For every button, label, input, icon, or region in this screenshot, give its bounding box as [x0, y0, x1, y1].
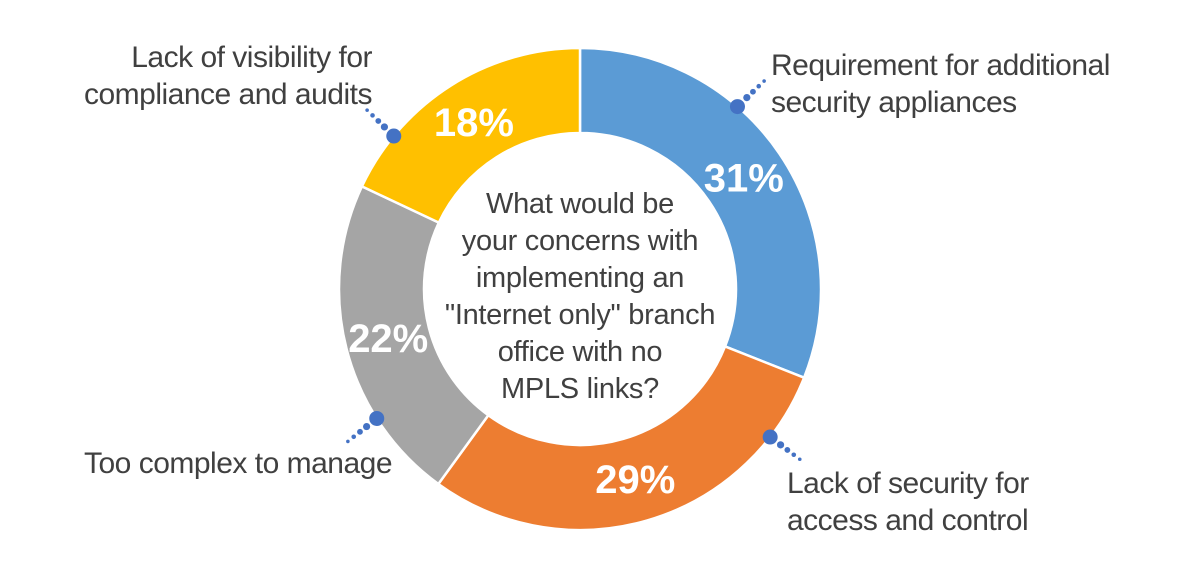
callout-line-dot	[791, 452, 797, 458]
chart-title-line: "Internet only" branch	[444, 299, 716, 331]
callout-line-dot	[797, 457, 802, 462]
callout-dot-0	[729, 99, 745, 115]
callout-line-dot	[756, 83, 762, 89]
callout-dot-2	[369, 410, 385, 426]
callout-line-dot	[370, 113, 375, 118]
pct-label-3: 18%	[434, 101, 514, 145]
chart-title: What would be your concerns with impleme…	[444, 186, 716, 408]
pie-segment-3	[360, 46, 582, 224]
pct-label-1: 29%	[595, 458, 675, 502]
chart-title-line: your concerns with	[461, 225, 699, 257]
callout-line-dot	[380, 123, 389, 131]
pie-segment-0	[578, 46, 823, 379]
pct-label-2: 22%	[348, 317, 428, 361]
callout-line-dot	[784, 447, 791, 453]
callout-line-dot	[351, 434, 357, 440]
segment-label-line: compliance and audits	[83, 78, 373, 111]
pct-label-0: 31%	[704, 157, 784, 201]
segment-label-too-complex-to-manage: Too complex to manage	[83, 445, 393, 482]
chart-title-line: What would be	[486, 188, 674, 220]
callout-line-dot	[375, 118, 382, 124]
callout-line-dot	[776, 441, 785, 449]
pie-segment-1	[437, 345, 806, 532]
callout-line-dot	[762, 79, 766, 83]
chart-title-line: MPLS links?	[501, 373, 659, 405]
segment-label-line: Lack of visibility for	[131, 41, 372, 74]
segment-label-lack-of-security-access-control: Lack of security for access and control	[787, 465, 1029, 539]
callout-line-dot	[743, 93, 751, 102]
segment-label-lack-of-visibility-compliance-audits: Lack of visibility for compliance and au…	[83, 39, 373, 113]
segment-label-line: Too complex to manage	[83, 447, 393, 480]
segment-label-line: Lack of security for	[787, 467, 1029, 500]
pie-segment-2	[337, 185, 490, 486]
callout-dot-3	[386, 128, 402, 144]
callout-dot-1	[762, 429, 778, 445]
segment-label-line: access and control	[787, 504, 1029, 537]
callout-line-dot	[363, 422, 371, 431]
callout-line-dot	[365, 108, 369, 112]
callout-line-dot	[750, 88, 756, 95]
segment-label-line: security appliances	[771, 86, 1017, 119]
segment-label-requirement-additional-security-appliances: Requirement for additional security appl…	[771, 47, 1110, 121]
callout-line-dot	[357, 428, 363, 435]
segment-label-line: Requirement for additional	[771, 49, 1110, 82]
chart-title-line: office with no	[497, 336, 663, 368]
callout-line-dot	[346, 439, 350, 444]
chart-title-line: implementing an	[475, 262, 685, 294]
